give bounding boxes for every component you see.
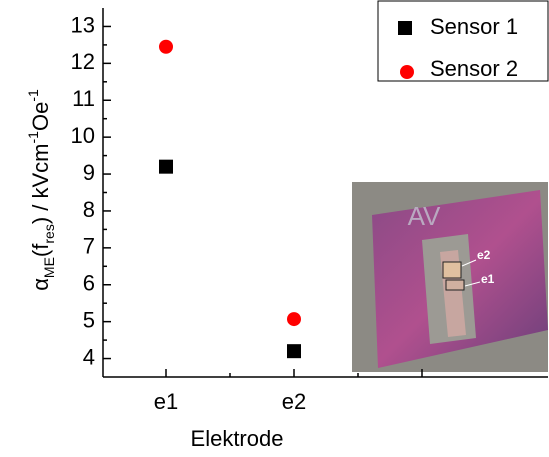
y-tick-label: 6 xyxy=(83,271,95,296)
electrode-e2 xyxy=(442,261,462,279)
inset-label: AV xyxy=(408,201,441,231)
y-label-part: -1 xyxy=(25,89,41,102)
y-label-part: ME xyxy=(41,257,57,278)
y-label-part: Oe xyxy=(28,102,53,131)
data-point xyxy=(159,39,173,54)
legend-label: Sensor 2 xyxy=(430,56,518,81)
x-tick-label: e2 xyxy=(282,389,306,414)
y-label-part: ) / kVcm xyxy=(28,143,53,224)
y-label-part: res xyxy=(41,224,57,243)
inset-label: e2 xyxy=(477,248,491,262)
y-tick-label: 12 xyxy=(71,49,95,74)
y-tick-label: 11 xyxy=(72,86,95,111)
inset-photo: AV e2 e1 xyxy=(352,182,548,372)
data-point xyxy=(159,159,173,174)
y-tick-label: 8 xyxy=(83,197,95,222)
data-point xyxy=(287,312,301,327)
legend-label: Sensor 1 xyxy=(430,14,518,39)
pointer xyxy=(461,259,477,267)
electrode-e1 xyxy=(445,279,465,291)
legend-marker xyxy=(398,21,412,35)
y-label-part: α xyxy=(28,278,53,291)
y-tick-label: 4 xyxy=(83,344,95,369)
y-tick-label: 5 xyxy=(83,307,95,332)
y-label-part: (f xyxy=(28,243,53,257)
y-tick-label: 9 xyxy=(83,160,95,185)
x-axis-label: Elektrode xyxy=(191,426,284,451)
pointer xyxy=(464,281,481,287)
y-tick-label: 7 xyxy=(83,234,95,259)
legend-marker xyxy=(400,65,414,79)
y-label-part: -1 xyxy=(25,131,41,144)
y-tick-label: 10 xyxy=(71,123,95,148)
x-tick-label: e1 xyxy=(154,389,178,414)
inset-label: e1 xyxy=(481,272,495,286)
y-axis-label: αME(fres) / kVcm-1Oe-1 xyxy=(25,89,57,291)
data-point xyxy=(287,344,301,359)
y-tick-label: 13 xyxy=(71,12,95,37)
